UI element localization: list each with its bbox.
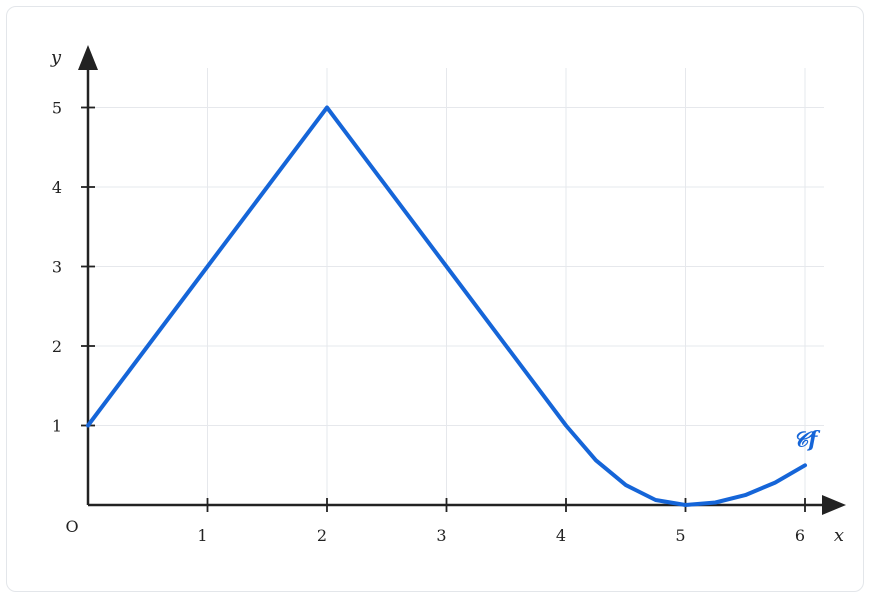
origin-label: O (65, 517, 78, 536)
x-axis-label: x (834, 525, 844, 546)
x-axis-arrow (822, 495, 846, 515)
labels: 𝒞f x y O (50, 47, 844, 546)
x-tick-label: 6 (795, 526, 805, 545)
y-tick-label: 3 (52, 258, 62, 277)
chart-card (6, 6, 864, 592)
series-layer (86, 105, 807, 507)
x-tick-label: 1 (197, 526, 207, 545)
y-axis-arrow (78, 45, 98, 70)
axes (78, 45, 846, 515)
series-label: 𝒞f (793, 426, 821, 451)
x-tick-label: 4 (556, 526, 566, 545)
y-tick-label: 5 (52, 99, 62, 118)
y-tick-label: 1 (52, 417, 62, 436)
y-tick-label: 2 (52, 337, 62, 356)
ticks: 1 2 3 4 5 6 1 2 3 4 5 (52, 99, 806, 545)
series-line (86, 105, 807, 507)
x-tick-label: 2 (317, 526, 327, 545)
x-tick-label: 5 (675, 526, 685, 545)
x-tick-label: 3 (436, 526, 446, 545)
grid (88, 68, 824, 505)
y-tick-label: 4 (52, 178, 62, 197)
y-axis-label: y (50, 47, 62, 68)
